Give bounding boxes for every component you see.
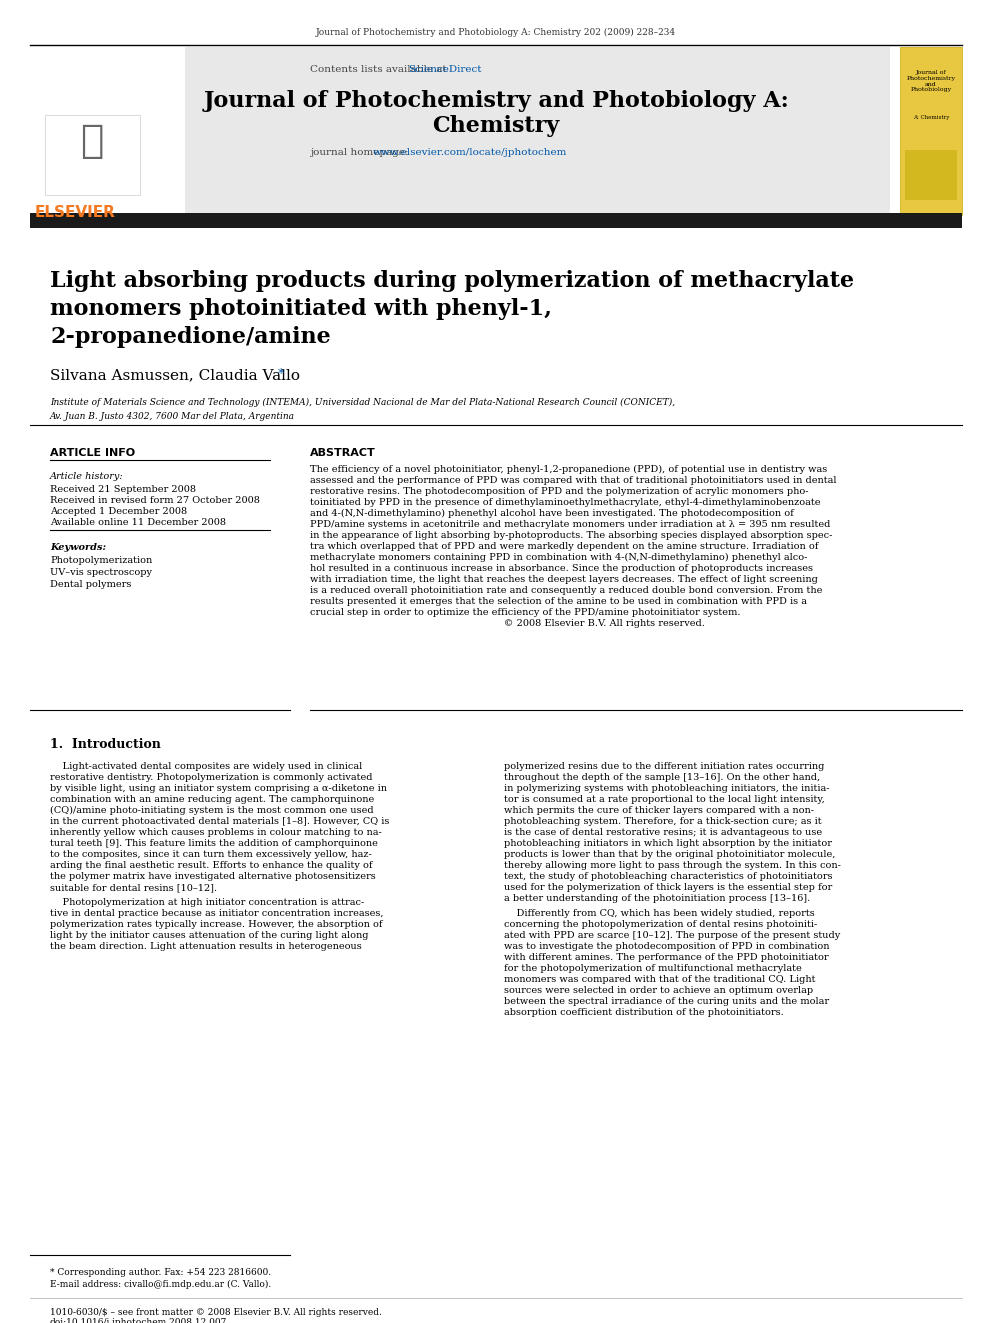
Text: Av. Juan B. Justo 4302, 7600 Mar del Plata, Argentina: Av. Juan B. Justo 4302, 7600 Mar del Pla… <box>50 411 295 421</box>
Text: in polymerizing systems with photobleaching initiators, the initia-: in polymerizing systems with photobleach… <box>504 785 829 792</box>
Text: E-mail address: civallo@fi.mdp.edu.ar (C. Vallo).: E-mail address: civallo@fi.mdp.edu.ar (C… <box>50 1279 271 1289</box>
Text: Dental polymers: Dental polymers <box>50 579 131 589</box>
Bar <box>30 213 962 228</box>
Bar <box>900 48 962 216</box>
Text: Light absorbing products during polymerization of methacrylate: Light absorbing products during polymeri… <box>50 270 854 292</box>
Text: Available online 11 December 2008: Available online 11 December 2008 <box>50 519 226 527</box>
Text: restorative dentistry. Photopolymerization is commonly activated: restorative dentistry. Photopolymerizati… <box>50 773 373 782</box>
Text: © 2008 Elsevier B.V. All rights reserved.: © 2008 Elsevier B.V. All rights reserved… <box>310 619 705 628</box>
Text: tural teeth [9]. This feature limits the addition of camphorquinone: tural teeth [9]. This feature limits the… <box>50 839 378 848</box>
Text: sources were selected in order to achieve an optimum overlap: sources were selected in order to achiev… <box>504 986 813 995</box>
Text: assessed and the performance of PPD was compared with that of traditional photoi: assessed and the performance of PPD was … <box>310 476 836 486</box>
Text: polymerization rates typically increase. However, the absorption of: polymerization rates typically increase.… <box>50 919 383 929</box>
Text: was to investigate the photodecomposition of PPD in combination: was to investigate the photodecompositio… <box>504 942 829 951</box>
Text: products is lower than that by the original photoinitiator molecule,: products is lower than that by the origi… <box>504 849 835 859</box>
Text: UV–vis spectroscopy: UV–vis spectroscopy <box>50 568 152 577</box>
Text: light by the initiator causes attenuation of the curing light along: light by the initiator causes attenuatio… <box>50 931 368 941</box>
Text: used for the polymerization of thick layers is the essential step for: used for the polymerization of thick lay… <box>504 882 832 892</box>
Text: Received 21 September 2008: Received 21 September 2008 <box>50 486 196 493</box>
Text: PPD/amine systems in acetonitrile and methacrylate monomers under irradiation at: PPD/amine systems in acetonitrile and me… <box>310 520 830 529</box>
Text: a better understanding of the photoinitiation process [13–16].: a better understanding of the photoiniti… <box>504 894 810 904</box>
Text: Journal of
Photochemistry
and
Photobiology: Journal of Photochemistry and Photobiolo… <box>907 70 955 93</box>
Text: tor is consumed at a rate proportional to the local light intensity,: tor is consumed at a rate proportional t… <box>504 795 824 804</box>
Text: crucial step in order to optimize the efficiency of the PPD/amine photoinitiator: crucial step in order to optimize the ef… <box>310 609 740 617</box>
Text: www.elsevier.com/locate/jphotochem: www.elsevier.com/locate/jphotochem <box>373 148 567 157</box>
Text: hol resulted in a continuous increase in absorbance. Since the production of pho: hol resulted in a continuous increase in… <box>310 564 813 573</box>
Text: Institute of Materials Science and Technology (INTEMA), Universidad Nacional de : Institute of Materials Science and Techn… <box>50 398 676 407</box>
Text: photobleaching initiators in which light absorption by the initiator: photobleaching initiators in which light… <box>504 839 832 848</box>
Text: Journal of Photochemistry and Photobiology A: Chemistry 202 (2009) 228–234: Journal of Photochemistry and Photobiolo… <box>315 28 677 37</box>
Text: Silvana Asmussen, Claudia Vallo: Silvana Asmussen, Claudia Vallo <box>50 368 300 382</box>
Text: concerning the photopolymerization of dental resins photoiniti-: concerning the photopolymerization of de… <box>504 919 817 929</box>
Text: for the photopolymerization of multifunctional methacrylate: for the photopolymerization of multifunc… <box>504 964 802 972</box>
Text: with different amines. The performance of the PPD photoinitiator: with different amines. The performance o… <box>504 953 828 962</box>
Text: Contents lists available at: Contents lists available at <box>310 65 450 74</box>
Text: ARTICLE INFO: ARTICLE INFO <box>50 448 135 458</box>
Text: *: * <box>278 368 285 381</box>
Text: Photopolymerization at high initiator concentration is attrac-: Photopolymerization at high initiator co… <box>50 898 364 908</box>
Text: Light-activated dental composites are widely used in clinical: Light-activated dental composites are wi… <box>50 762 362 771</box>
Text: methacrylate monomers containing PPD in combination with 4-(N,N-dimethylamino) p: methacrylate monomers containing PPD in … <box>310 553 807 562</box>
Text: by visible light, using an initiator system comprising a α-diketone in: by visible light, using an initiator sys… <box>50 785 387 792</box>
Text: ated with PPD are scarce [10–12]. The purpose of the present study: ated with PPD are scarce [10–12]. The pu… <box>504 931 840 941</box>
Text: polymerized resins due to the different initiation rates occurring: polymerized resins due to the different … <box>504 762 824 771</box>
Text: 1010-6030/$ – see front matter © 2008 Elsevier B.V. All rights reserved.: 1010-6030/$ – see front matter © 2008 El… <box>50 1308 382 1316</box>
Text: combination with an amine reducing agent. The camphorquinone: combination with an amine reducing agent… <box>50 795 374 804</box>
Text: thereby allowing more light to pass through the system. In this con-: thereby allowing more light to pass thro… <box>504 861 841 871</box>
Text: photobleaching system. Therefore, for a thick-section cure; as it: photobleaching system. Therefore, for a … <box>504 818 821 826</box>
Text: is a reduced overall photoinitiation rate and consequently a reduced double bond: is a reduced overall photoinitiation rat… <box>310 586 822 595</box>
Text: arding the final aesthetic result. Efforts to enhance the quality of: arding the final aesthetic result. Effor… <box>50 861 373 871</box>
Bar <box>45 115 140 194</box>
Text: ABSTRACT: ABSTRACT <box>310 448 376 458</box>
Text: the beam direction. Light attenuation results in heterogeneous: the beam direction. Light attenuation re… <box>50 942 362 951</box>
Text: The efficiency of a novel photoinitiator, phenyl-1,2-propanedione (PPD), of pote: The efficiency of a novel photoinitiator… <box>310 464 827 474</box>
Text: results presented it emerges that the selection of the amine to be used in combi: results presented it emerges that the se… <box>310 597 807 606</box>
Text: Received in revised form 27 October 2008: Received in revised form 27 October 2008 <box>50 496 260 505</box>
Text: ScienceDirect: ScienceDirect <box>408 65 481 74</box>
Text: Article history:: Article history: <box>50 472 124 482</box>
Text: monomers was compared with that of the traditional CQ. Light: monomers was compared with that of the t… <box>504 975 815 984</box>
Text: doi:10.1016/j.jphotochem.2008.12.007: doi:10.1016/j.jphotochem.2008.12.007 <box>50 1318 227 1323</box>
Text: Photopolymerization: Photopolymerization <box>50 556 152 565</box>
Text: 1.  Introduction: 1. Introduction <box>50 738 161 751</box>
Text: tive in dental practice because as initiator concentration increases,: tive in dental practice because as initi… <box>50 909 384 918</box>
Text: Keywords:: Keywords: <box>50 542 106 552</box>
Text: ELSEVIER: ELSEVIER <box>35 205 116 220</box>
Text: 🌳: 🌳 <box>80 122 104 160</box>
Text: is the case of dental restorative resins; it is advantageous to use: is the case of dental restorative resins… <box>504 828 822 837</box>
Text: throughout the depth of the sample [13–16]. On the other hand,: throughout the depth of the sample [13–1… <box>504 773 820 782</box>
Text: and 4-(N,N-dimethylamino) phenethyl alcohol have been investigated. The photodec: and 4-(N,N-dimethylamino) phenethyl alco… <box>310 509 794 519</box>
Text: * Corresponding author. Fax: +54 223 2816600.: * Corresponding author. Fax: +54 223 281… <box>50 1267 271 1277</box>
Text: 2-propanedione/amine: 2-propanedione/amine <box>50 325 330 348</box>
Bar <box>30 48 185 216</box>
Text: Accepted 1 December 2008: Accepted 1 December 2008 <box>50 507 187 516</box>
Text: Journal of Photochemistry and Photobiology A:: Journal of Photochemistry and Photobiolo… <box>203 90 789 112</box>
Text: journal homepage:: journal homepage: <box>310 148 412 157</box>
Text: to the composites, since it can turn them excessively yellow, haz-: to the composites, since it can turn the… <box>50 849 372 859</box>
Bar <box>30 48 890 216</box>
Text: which permits the cure of thicker layers compared with a non-: which permits the cure of thicker layers… <box>504 806 814 815</box>
Text: the polymer matrix have investigated alternative photosensitizers: the polymer matrix have investigated alt… <box>50 872 376 881</box>
Text: inherently yellow which causes problems in colour matching to na-: inherently yellow which causes problems … <box>50 828 382 837</box>
Text: in the appearance of light absorbing by-photoproducts. The absorbing species dis: in the appearance of light absorbing by-… <box>310 531 832 540</box>
Text: A: Chemistry: A: Chemistry <box>913 115 949 120</box>
Bar <box>905 149 957 200</box>
Text: toinitiated by PPD in the presence of dimethylaminoethylmethacrylate, ethyl-4-di: toinitiated by PPD in the presence of di… <box>310 497 820 507</box>
Text: suitable for dental resins [10–12].: suitable for dental resins [10–12]. <box>50 882 217 892</box>
Text: with irradiation time, the light that reaches the deepest layers decreases. The : with irradiation time, the light that re… <box>310 576 817 583</box>
Text: restorative resins. The photodecomposition of PPD and the polymerization of acry: restorative resins. The photodecompositi… <box>310 487 808 496</box>
Text: text, the study of photobleaching characteristics of photoinitiators: text, the study of photobleaching charac… <box>504 872 832 881</box>
Text: Chemistry: Chemistry <box>433 115 559 138</box>
Text: tra which overlapped that of PPD and were markedly dependent on the amine struct: tra which overlapped that of PPD and wer… <box>310 542 818 550</box>
Text: (CQ)/amine photo-initiating system is the most common one used: (CQ)/amine photo-initiating system is th… <box>50 806 374 815</box>
Text: Differently from CQ, which has been widely studied, reports: Differently from CQ, which has been wide… <box>504 909 814 918</box>
Text: in the current photoactivated dental materials [1–8]. However, CQ is: in the current photoactivated dental mat… <box>50 818 390 826</box>
Text: monomers photoinitiated with phenyl-1,: monomers photoinitiated with phenyl-1, <box>50 298 552 320</box>
Text: between the spectral irradiance of the curing units and the molar: between the spectral irradiance of the c… <box>504 998 829 1005</box>
Text: absorption coefficient distribution of the photoinitiators.: absorption coefficient distribution of t… <box>504 1008 784 1017</box>
